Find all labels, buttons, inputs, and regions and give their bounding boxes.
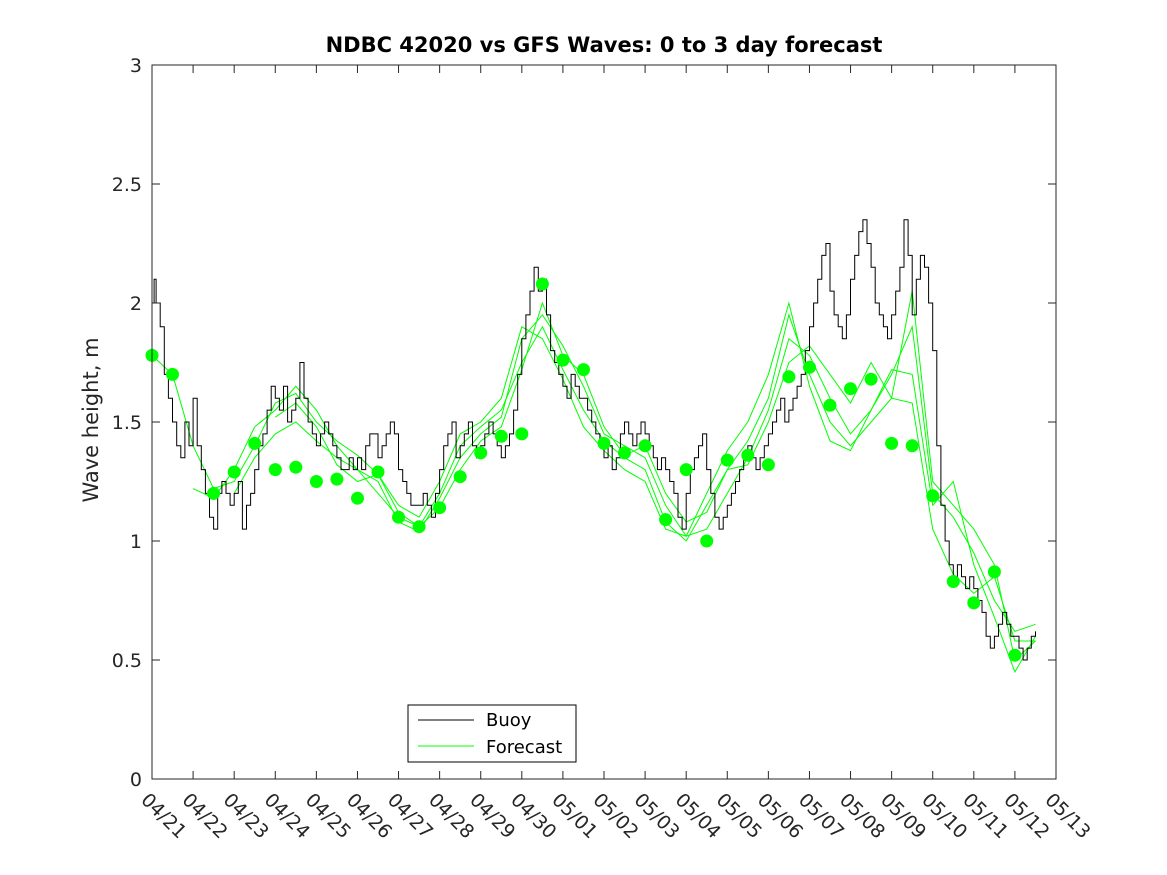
forecast-line-2	[192, 314, 1036, 632]
y-tick-label: 0	[130, 769, 142, 791]
forecast-point-18	[515, 427, 529, 441]
forecast-point-15	[453, 470, 467, 484]
forecast-point-11	[371, 465, 385, 479]
forecast-point-22	[597, 436, 611, 450]
forecast-point-33	[823, 398, 837, 412]
y-tick-labels: 0 0.5 1 1.5 2 2.5 3	[112, 55, 142, 791]
x-tick-label: 05/08	[835, 789, 889, 843]
forecast-point-9	[330, 472, 344, 486]
forecast-point-30	[761, 458, 775, 472]
x-tick-label: 05/11	[958, 789, 1012, 843]
forecast-point-2	[166, 367, 179, 381]
axes	[151, 64, 1057, 780]
forecast-point-35	[864, 372, 878, 386]
y-tick-label: 3	[130, 55, 142, 77]
x-tick-label: 04/24	[260, 789, 314, 843]
forecast-point-8	[309, 475, 323, 488]
forecast-point-16	[474, 446, 488, 460]
x-tick-label: 04/22	[178, 789, 232, 843]
x-tick-label: 05/05	[712, 789, 766, 843]
forecast-point-23	[618, 446, 631, 460]
forecast-point-31	[782, 370, 796, 384]
forecast-point-7	[289, 460, 303, 474]
forecast-point-6	[268, 463, 282, 477]
x-tick-label: 05/13	[1040, 789, 1094, 843]
x-tick-label: 05/03	[630, 789, 684, 843]
legend-buoy-label: Buoy	[486, 710, 532, 731]
forecast-point-17	[494, 429, 508, 443]
forecast-point-13	[412, 520, 426, 534]
x-tick-label: 05/04	[671, 789, 725, 843]
forecast-point-10	[351, 491, 364, 505]
forecast-point-3	[207, 486, 221, 500]
x-tick-label: 04/30	[506, 789, 560, 843]
x-tick-label: 05/07	[794, 789, 848, 843]
legend-forecast-label: Forecast	[486, 737, 562, 758]
forecast-point-14	[433, 501, 447, 515]
forecast-point-37	[905, 439, 919, 453]
forecast-point-24	[638, 439, 652, 453]
forecast-line-3	[233, 291, 1036, 661]
forecast-point-12	[392, 510, 405, 524]
forecast-point-28	[720, 453, 734, 467]
forecast-point-32	[803, 360, 816, 374]
forecast-point-20	[556, 353, 570, 367]
x-tick-label: 04/23	[219, 789, 273, 843]
forecast-point-41	[987, 565, 1001, 579]
forecast-point-19	[535, 277, 549, 291]
x-tick-label: 04/26	[342, 789, 396, 843]
x-tick-label: 05/02	[588, 789, 642, 843]
y-tick-label: 1	[130, 531, 142, 553]
plot-area	[145, 65, 1056, 779]
buoy-line	[152, 219, 1036, 661]
x-tick-label: 05/01	[547, 789, 601, 843]
legend-box	[407, 704, 577, 763]
forecast-line-4	[275, 301, 1036, 674]
forecast-point-5	[248, 436, 262, 450]
x-tick-label: 05/12	[999, 789, 1053, 843]
forecast-point-34	[844, 382, 857, 396]
y-axis-label: Wave height, m	[79, 337, 103, 502]
x-tick-label: 05/06	[753, 789, 807, 843]
y-tick-label: 0.5	[112, 650, 142, 672]
x-tick-label: 04/21	[136, 789, 190, 843]
x-tick-label: 04/28	[424, 789, 478, 843]
x-tick-label: 04/29	[465, 789, 519, 843]
forecast-point-42	[1008, 648, 1022, 662]
forecast-point-25	[659, 513, 673, 527]
x-tick-labels: 04/2104/2204/2304/2404/2504/2604/2704/28…	[136, 789, 1094, 843]
forecast-point-27	[700, 534, 714, 548]
forecast-point-21	[577, 363, 590, 377]
forecast-point-4	[227, 465, 241, 479]
forecast-point-29	[741, 448, 755, 462]
chart-title: NDBC 42020 vs GFS Waves: 0 to 3 day fore…	[326, 33, 883, 57]
forecast-point-38	[926, 489, 940, 503]
forecast-point-40	[967, 596, 981, 610]
y-tick-label: 2	[130, 293, 142, 315]
x-tick-label: 04/27	[383, 789, 437, 843]
forecast-point-36	[885, 436, 899, 450]
legend: Buoy Forecast	[407, 704, 577, 763]
y-tick-label: 1.5	[112, 412, 142, 434]
x-tick-label: 05/10	[917, 789, 971, 843]
x-tick-label: 04/25	[301, 789, 355, 843]
y-tick-label: 2.5	[112, 174, 142, 196]
plot-background	[152, 65, 1056, 779]
x-tick-label: 05/09	[876, 789, 930, 843]
forecast-point-39	[946, 575, 960, 588]
forecast-point-26	[679, 463, 693, 477]
